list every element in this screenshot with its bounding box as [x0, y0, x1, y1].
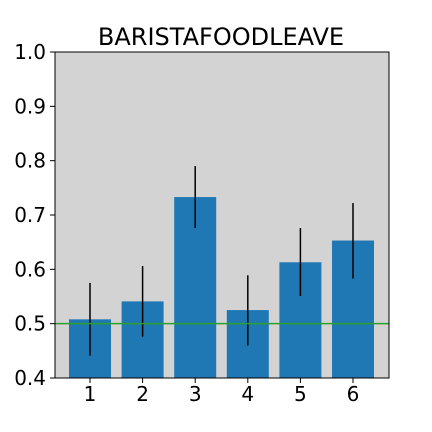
x-tick-label: 1 [84, 382, 97, 406]
y-tick-label: 0.5 [14, 312, 46, 336]
y-tick-label: 1.0 [14, 40, 46, 64]
y-tick-label: 0.8 [14, 149, 46, 173]
x-tick-label: 4 [241, 382, 254, 406]
x-tick-label: 3 [189, 382, 202, 406]
x-tick-label: 6 [347, 382, 360, 406]
y-tick-label: 0.4 [14, 366, 46, 390]
y-tick-label: 0.9 [14, 94, 46, 118]
error-bars-layer [89, 166, 354, 356]
y-tick-label: 0.6 [14, 257, 46, 281]
y-tick-label: 0.7 [14, 203, 46, 227]
y-axis: 0.4 0.5 0.6 0.7 0.8 0.9 1.0 [14, 40, 55, 390]
chart-title: BARISTAFOODLEAVE [98, 23, 344, 51]
x-tick-label: 5 [294, 382, 307, 406]
x-axis: 1 2 3 4 5 6 [84, 378, 360, 406]
x-tick-label: 2 [136, 382, 149, 406]
